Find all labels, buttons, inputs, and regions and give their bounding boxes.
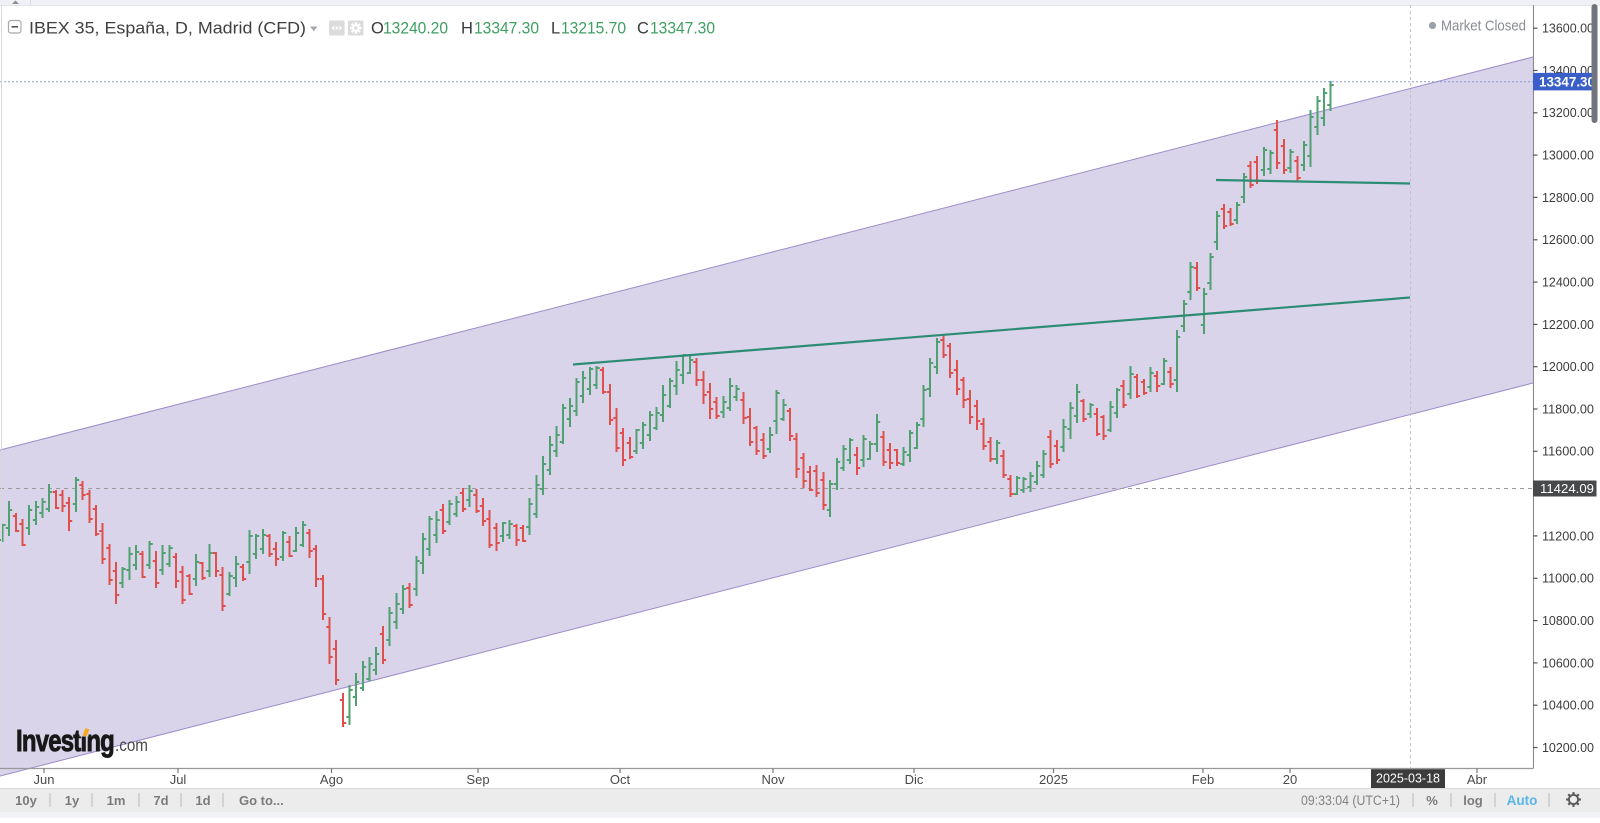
- svg-text:.com: .com: [115, 735, 148, 755]
- svg-text:O: O: [371, 20, 384, 38]
- svg-text:13347.30: 13347.30: [650, 20, 715, 38]
- svg-text:13000.00: 13000.00: [1542, 149, 1594, 163]
- svg-text:20: 20: [1283, 772, 1297, 787]
- svg-text:Nov: Nov: [761, 772, 785, 787]
- svg-text:7d: 7d: [153, 793, 168, 808]
- svg-text:log: log: [1463, 793, 1483, 808]
- svg-text:10200.00: 10200.00: [1542, 741, 1594, 755]
- svg-text:11424.09: 11424.09: [1540, 482, 1594, 496]
- svg-text:13200.00: 13200.00: [1542, 106, 1594, 120]
- svg-text:Oct: Oct: [610, 772, 631, 787]
- svg-text:Market Closed: Market Closed: [1441, 19, 1526, 35]
- svg-text:13240.20: 13240.20: [383, 20, 448, 38]
- svg-text:Abr: Abr: [1467, 772, 1488, 787]
- svg-text:Feb: Feb: [1192, 772, 1214, 787]
- svg-text:1m: 1m: [107, 793, 126, 808]
- svg-text:1y: 1y: [65, 793, 80, 808]
- svg-text:H: H: [461, 20, 473, 38]
- svg-text:12000.00: 12000.00: [1542, 360, 1594, 374]
- svg-text:12200.00: 12200.00: [1542, 318, 1594, 332]
- svg-text:Jun: Jun: [34, 772, 55, 787]
- svg-text:11600.00: 11600.00: [1542, 445, 1594, 459]
- svg-text:C: C: [637, 20, 649, 38]
- svg-text:11000.00: 11000.00: [1542, 572, 1594, 586]
- svg-text:13600.00: 13600.00: [1542, 22, 1594, 36]
- svg-text:12800.00: 12800.00: [1542, 191, 1594, 205]
- svg-text:Auto: Auto: [1507, 793, 1538, 808]
- svg-text:13347.30: 13347.30: [474, 20, 539, 38]
- svg-text:2025: 2025: [1039, 772, 1068, 787]
- svg-text:10800.00: 10800.00: [1542, 614, 1594, 628]
- svg-text:1d: 1d: [195, 793, 210, 808]
- svg-text:Dic: Dic: [905, 772, 924, 787]
- svg-text:13215.70: 13215.70: [561, 20, 626, 38]
- svg-text:Investing: Investing: [16, 724, 114, 758]
- svg-text:11800.00: 11800.00: [1542, 402, 1594, 416]
- svg-text:Sep: Sep: [466, 772, 489, 787]
- svg-text:Jul: Jul: [170, 772, 187, 787]
- svg-text:13347.30: 13347.30: [1539, 75, 1595, 90]
- svg-text:Go to...: Go to...: [239, 793, 284, 808]
- svg-text:10y: 10y: [15, 793, 37, 808]
- svg-text:L: L: [551, 20, 560, 38]
- svg-text:IBEX 35, España, D, Madrid (CF: IBEX 35, España, D, Madrid (CFD): [29, 20, 306, 38]
- svg-text:2025-03-18: 2025-03-18: [1376, 772, 1440, 786]
- svg-text:10600.00: 10600.00: [1542, 656, 1594, 670]
- svg-text:%: %: [1426, 793, 1438, 808]
- svg-text:Ago: Ago: [320, 772, 343, 787]
- svg-text:09:33:04 (UTC+1): 09:33:04 (UTC+1): [1301, 793, 1400, 808]
- svg-text:11200.00: 11200.00: [1542, 529, 1594, 543]
- svg-text:12600.00: 12600.00: [1542, 233, 1594, 247]
- svg-text:12400.00: 12400.00: [1542, 276, 1594, 290]
- svg-text:10400.00: 10400.00: [1542, 699, 1594, 713]
